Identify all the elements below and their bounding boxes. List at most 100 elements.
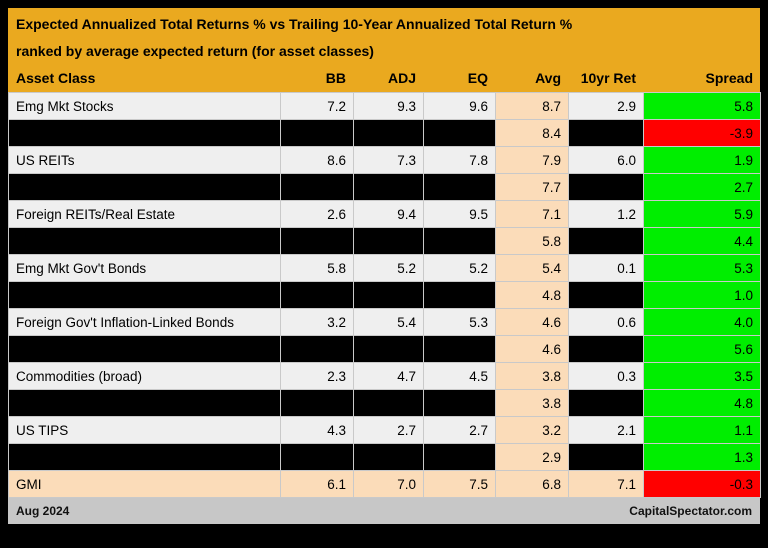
table-row: US TIPS 4.3 2.7 2.7 3.2 2.1 1.1 <box>8 416 761 444</box>
cell-spread: 5.3 <box>643 254 761 282</box>
cell-bb <box>280 335 354 363</box>
cell-eq: 9.6 <box>423 92 496 120</box>
cell-eq: 9.5 <box>423 200 496 228</box>
cell-adj <box>353 335 424 363</box>
cell-eq <box>423 335 496 363</box>
cell-asset-class: Foreign REITs/Real Estate <box>8 200 281 228</box>
footer-source: CapitalSpectator.com <box>629 504 752 518</box>
returns-panel: Expected Annualized Total Returns % vs T… <box>8 8 761 538</box>
cell-bb <box>280 443 354 471</box>
footer-bar: Aug 2024 CapitalSpectator.com <box>8 498 760 524</box>
table-row-redacted: 4.6 5.6 <box>8 335 761 363</box>
cell-eq <box>423 227 496 255</box>
cell-avg: 3.8 <box>495 362 569 390</box>
cell-bb: 8.6 <box>280 146 354 174</box>
cell-avg: 7.9 <box>495 146 569 174</box>
cell-adj: 7.0 <box>353 470 424 498</box>
cell-adj: 5.4 <box>353 308 424 336</box>
cell-tenyr-ret: 0.3 <box>568 362 644 390</box>
cell-bb: 3.2 <box>280 308 354 336</box>
cell-bb <box>280 173 354 201</box>
cell-adj: 5.2 <box>353 254 424 282</box>
cell-tenyr-ret: 6.0 <box>568 146 644 174</box>
cell-adj: 9.3 <box>353 92 424 120</box>
column-header-row: Asset Class BB ADJ EQ Avg 10yr Ret Sprea… <box>8 66 760 90</box>
column-header-10yr-ret: 10yr Ret <box>580 70 636 86</box>
cell-spread: 4.4 <box>643 227 761 255</box>
cell-bb: 2.3 <box>280 362 354 390</box>
cell-tenyr-ret: 2.1 <box>568 416 644 444</box>
cell-asset-class <box>8 281 281 309</box>
cell-avg: 4.6 <box>495 335 569 363</box>
cell-avg: 5.4 <box>495 254 569 282</box>
cell-tenyr-ret <box>568 389 644 417</box>
cell-avg: 3.8 <box>495 389 569 417</box>
footer-date: Aug 2024 <box>16 504 70 518</box>
cell-adj <box>353 227 424 255</box>
cell-adj: 7.3 <box>353 146 424 174</box>
cell-adj <box>353 173 424 201</box>
cell-asset-class <box>8 119 281 147</box>
table-row-redacted: 5.8 4.4 <box>8 227 761 255</box>
cell-adj <box>353 281 424 309</box>
column-header-spread: Spread <box>705 70 753 86</box>
cell-bb <box>280 227 354 255</box>
table-row: Foreign REITs/Real Estate 2.6 9.4 9.5 7.1 1.2… <box>8 200 761 228</box>
cell-asset-class <box>8 227 281 255</box>
cell-eq: 2.7 <box>423 416 496 444</box>
cell-asset-class: US TIPS <box>8 416 281 444</box>
cell-eq <box>423 173 496 201</box>
cell-eq: 4.5 <box>423 362 496 390</box>
table-row: Emg Mkt Stocks 7.2 9.3 9.6 8.7 2.9 5.8 <box>8 92 761 120</box>
cell-avg: 2.9 <box>495 443 569 471</box>
cell-asset-class: Commodities (broad) <box>8 362 281 390</box>
cell-spread: 4.0 <box>643 308 761 336</box>
cell-eq <box>423 119 496 147</box>
cell-avg: 7.1 <box>495 200 569 228</box>
cell-eq: 7.5 <box>423 470 496 498</box>
cell-asset-class <box>8 443 281 471</box>
cell-adj <box>353 443 424 471</box>
cell-asset-class <box>8 173 281 201</box>
cell-spread: 2.7 <box>643 173 761 201</box>
chart-subtitle: ranked by average expected return (for a… <box>16 43 374 59</box>
cell-bb <box>280 119 354 147</box>
cell-tenyr-ret <box>568 227 644 255</box>
cell-spread: 5.8 <box>643 92 761 120</box>
cell-asset-class: Foreign Gov't Inflation-Linked Bonds <box>8 308 281 336</box>
table-row-redacted: 4.8 1.0 <box>8 281 761 309</box>
cell-tenyr-ret <box>568 443 644 471</box>
cell-avg: 6.8 <box>495 470 569 498</box>
column-header-eq: EQ <box>467 70 488 86</box>
cell-spread: 1.0 <box>643 281 761 309</box>
column-header-avg: Avg <box>535 70 561 86</box>
cell-tenyr-ret <box>568 335 644 363</box>
table-row-redacted: 2.9 1.3 <box>8 443 761 471</box>
cell-asset-class: Emg Mkt Stocks <box>8 92 281 120</box>
cell-bb <box>280 281 354 309</box>
cell-avg: 7.7 <box>495 173 569 201</box>
column-header-asset-class: Asset Class <box>16 70 96 86</box>
cell-tenyr-ret <box>568 281 644 309</box>
cell-spread: 4.8 <box>643 389 761 417</box>
cell-avg: 4.6 <box>495 308 569 336</box>
cell-eq: 5.2 <box>423 254 496 282</box>
cell-spread: -3.9 <box>643 119 761 147</box>
column-header-adj: ADJ <box>387 70 416 86</box>
table-row: GMI 6.1 7.0 7.5 6.8 7.1 -0.3 <box>8 470 761 498</box>
cell-eq: 5.3 <box>423 308 496 336</box>
cell-asset-class: Emg Mkt Gov't Bonds <box>8 254 281 282</box>
cell-spread: 5.6 <box>643 335 761 363</box>
table-row-redacted: 3.8 4.8 <box>8 389 761 417</box>
cell-tenyr-ret <box>568 173 644 201</box>
table-row: US REITs 8.6 7.3 7.8 7.9 6.0 1.9 <box>8 146 761 174</box>
cell-bb: 6.1 <box>280 470 354 498</box>
returns-table: Emg Mkt Stocks 7.2 9.3 9.6 8.7 2.9 5.8 8.4 -3.9 U… <box>8 92 761 498</box>
table-row: Emg Mkt Gov't Bonds 5.8 5.2 5.2 5.4 0.1 5.3 <box>8 254 761 282</box>
cell-tenyr-ret: 0.6 <box>568 308 644 336</box>
cell-adj <box>353 119 424 147</box>
cell-tenyr-ret: 1.2 <box>568 200 644 228</box>
cell-spread: 3.5 <box>643 362 761 390</box>
table-row-redacted: 7.7 2.7 <box>8 173 761 201</box>
